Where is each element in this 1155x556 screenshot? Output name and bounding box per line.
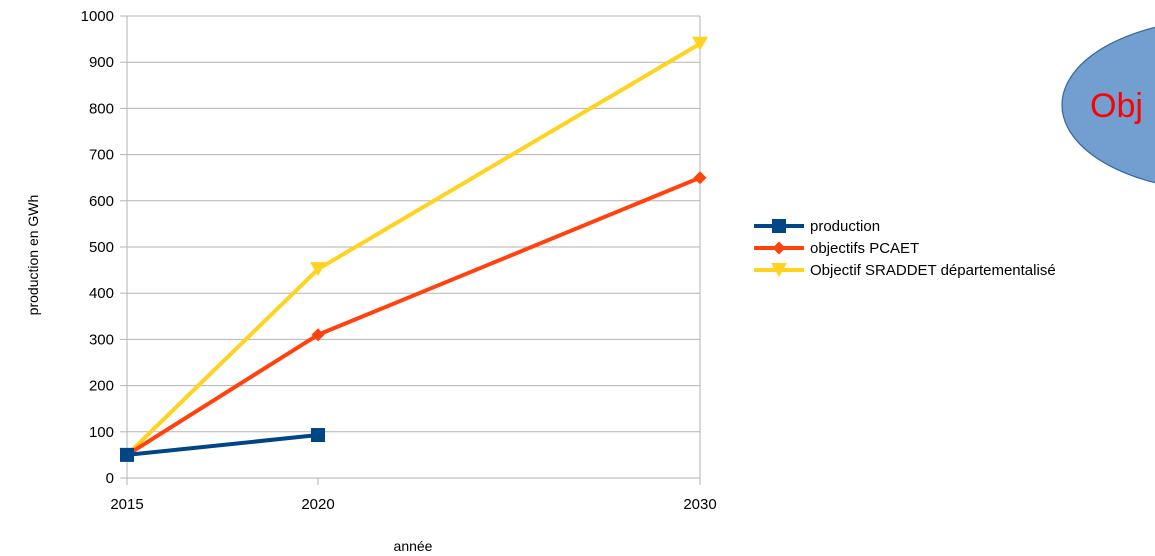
callout-bubble: Obj (1061, 26, 1155, 184)
data-point-objectif-sraddet-d-partementalis (310, 262, 326, 277)
y-tick-label: 400 (89, 285, 114, 302)
x-tick-label: 2015 (110, 496, 143, 513)
legend-label-production: production (810, 218, 880, 235)
legend-label-objectifs-pcaet: objectifs PCAET (810, 240, 919, 257)
series-line-objectif-sraddet-d-partementalis (125, 41, 702, 457)
legend-marker-production (772, 219, 786, 233)
data-point-objectif-sraddet-d-partementalis (692, 36, 708, 51)
y-tick-label: 200 (89, 378, 114, 395)
legend: production objectifs PCAET Objectif SRADDE… (754, 218, 1056, 279)
x-tick-label: 2030 (683, 496, 716, 513)
x-axis-title: année (394, 538, 433, 554)
y-tick-label: 100 (89, 424, 114, 441)
y-tick-label: 900 (89, 54, 114, 71)
series-line-objectifs-pcaet (125, 175, 701, 457)
callout-text: Obj (1090, 87, 1143, 125)
y-axis-title: production en GWh (25, 195, 41, 316)
x-tick-label: 2020 (301, 496, 334, 513)
y-tick-label: 600 (89, 193, 114, 210)
series-line-production (126, 433, 319, 457)
y-tick-label: 800 (89, 100, 114, 117)
y-tick-label: 700 (89, 147, 114, 164)
y-tick-label: 1000 (81, 8, 114, 25)
y-tick-label: 300 (89, 331, 114, 348)
y-tick-label: 0 (106, 470, 114, 487)
data-point-production (120, 447, 134, 462)
legend-marker-objectifs-pcaet (772, 241, 786, 255)
grid-layer (127, 15, 701, 479)
callout-ellipse (1061, 26, 1155, 184)
data-point-production (311, 428, 325, 443)
data-point-objectifs-pcaet (693, 171, 707, 185)
data-point-objectifs-pcaet (311, 328, 325, 342)
legend-label-objectif-sraddet-d-partementalis: Objectif SRADDET départementalisé (810, 262, 1056, 279)
series-layer (119, 36, 708, 462)
axes-layer: 0 100 200 300 400 500 600 700 800 900 1000 2015 2020… (81, 8, 717, 513)
legend-marker-objectif-sraddet-d-partementalis (771, 263, 787, 277)
y-tick-label: 500 (89, 239, 114, 256)
